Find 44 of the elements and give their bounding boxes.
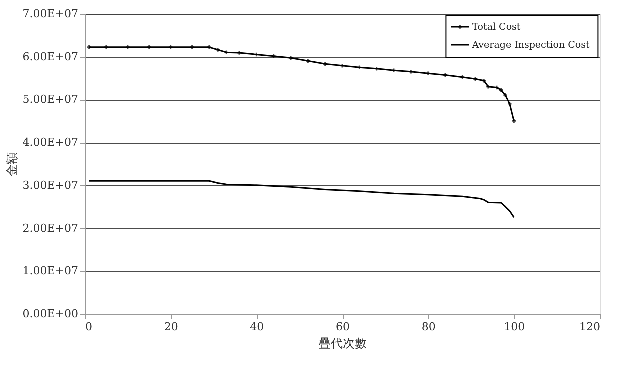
legend-label: Average Inspection Cost bbox=[471, 40, 590, 51]
x-tick-label: 80 bbox=[422, 320, 436, 334]
point bbox=[482, 78, 486, 83]
y-tick-label: 4.00E+07 bbox=[22, 136, 78, 150]
point bbox=[272, 54, 276, 58]
x-tick-label: 0 bbox=[86, 320, 92, 334]
point bbox=[504, 94, 508, 98]
x-tick-label: 40 bbox=[250, 320, 264, 334]
point bbox=[358, 66, 362, 70]
point bbox=[460, 76, 465, 80]
point bbox=[224, 50, 228, 54]
point bbox=[499, 88, 504, 92]
point bbox=[87, 46, 92, 50]
point bbox=[409, 70, 414, 74]
point bbox=[323, 62, 328, 66]
point bbox=[126, 46, 130, 50]
legend-label: Total Cost bbox=[472, 22, 521, 33]
y-tick-label: 7.00E+07 bbox=[22, 8, 78, 20]
x-tick-label: 20 bbox=[164, 320, 178, 334]
point bbox=[148, 46, 152, 50]
y-tick-label: 6.00E+07 bbox=[22, 50, 78, 64]
y-tick-label: 0.00E+00 bbox=[22, 308, 78, 320]
point bbox=[512, 119, 516, 124]
point bbox=[486, 84, 490, 89]
point bbox=[216, 48, 220, 52]
point bbox=[254, 52, 259, 57]
y-tick-label: 3.00E+07 bbox=[22, 178, 78, 192]
point bbox=[168, 46, 173, 50]
point bbox=[426, 72, 430, 76]
point bbox=[104, 46, 108, 50]
point bbox=[374, 66, 379, 71]
y-tick-label: 5.00E+07 bbox=[22, 93, 78, 106]
point bbox=[474, 77, 478, 82]
point bbox=[306, 59, 310, 64]
x-tick-label: 60 bbox=[336, 320, 350, 334]
y-axis-title: 金額 bbox=[4, 152, 19, 176]
x-tick-label: 100 bbox=[504, 320, 526, 334]
y-tick-label: 2.00E+07 bbox=[22, 222, 78, 235]
point bbox=[190, 46, 194, 50]
point bbox=[208, 46, 212, 50]
y-tick-label: 1.00E+07 bbox=[22, 264, 78, 278]
point bbox=[392, 68, 396, 72]
x-axis-title: 疊代次數 bbox=[319, 336, 367, 350]
x-tick-label: 120 bbox=[580, 320, 600, 334]
